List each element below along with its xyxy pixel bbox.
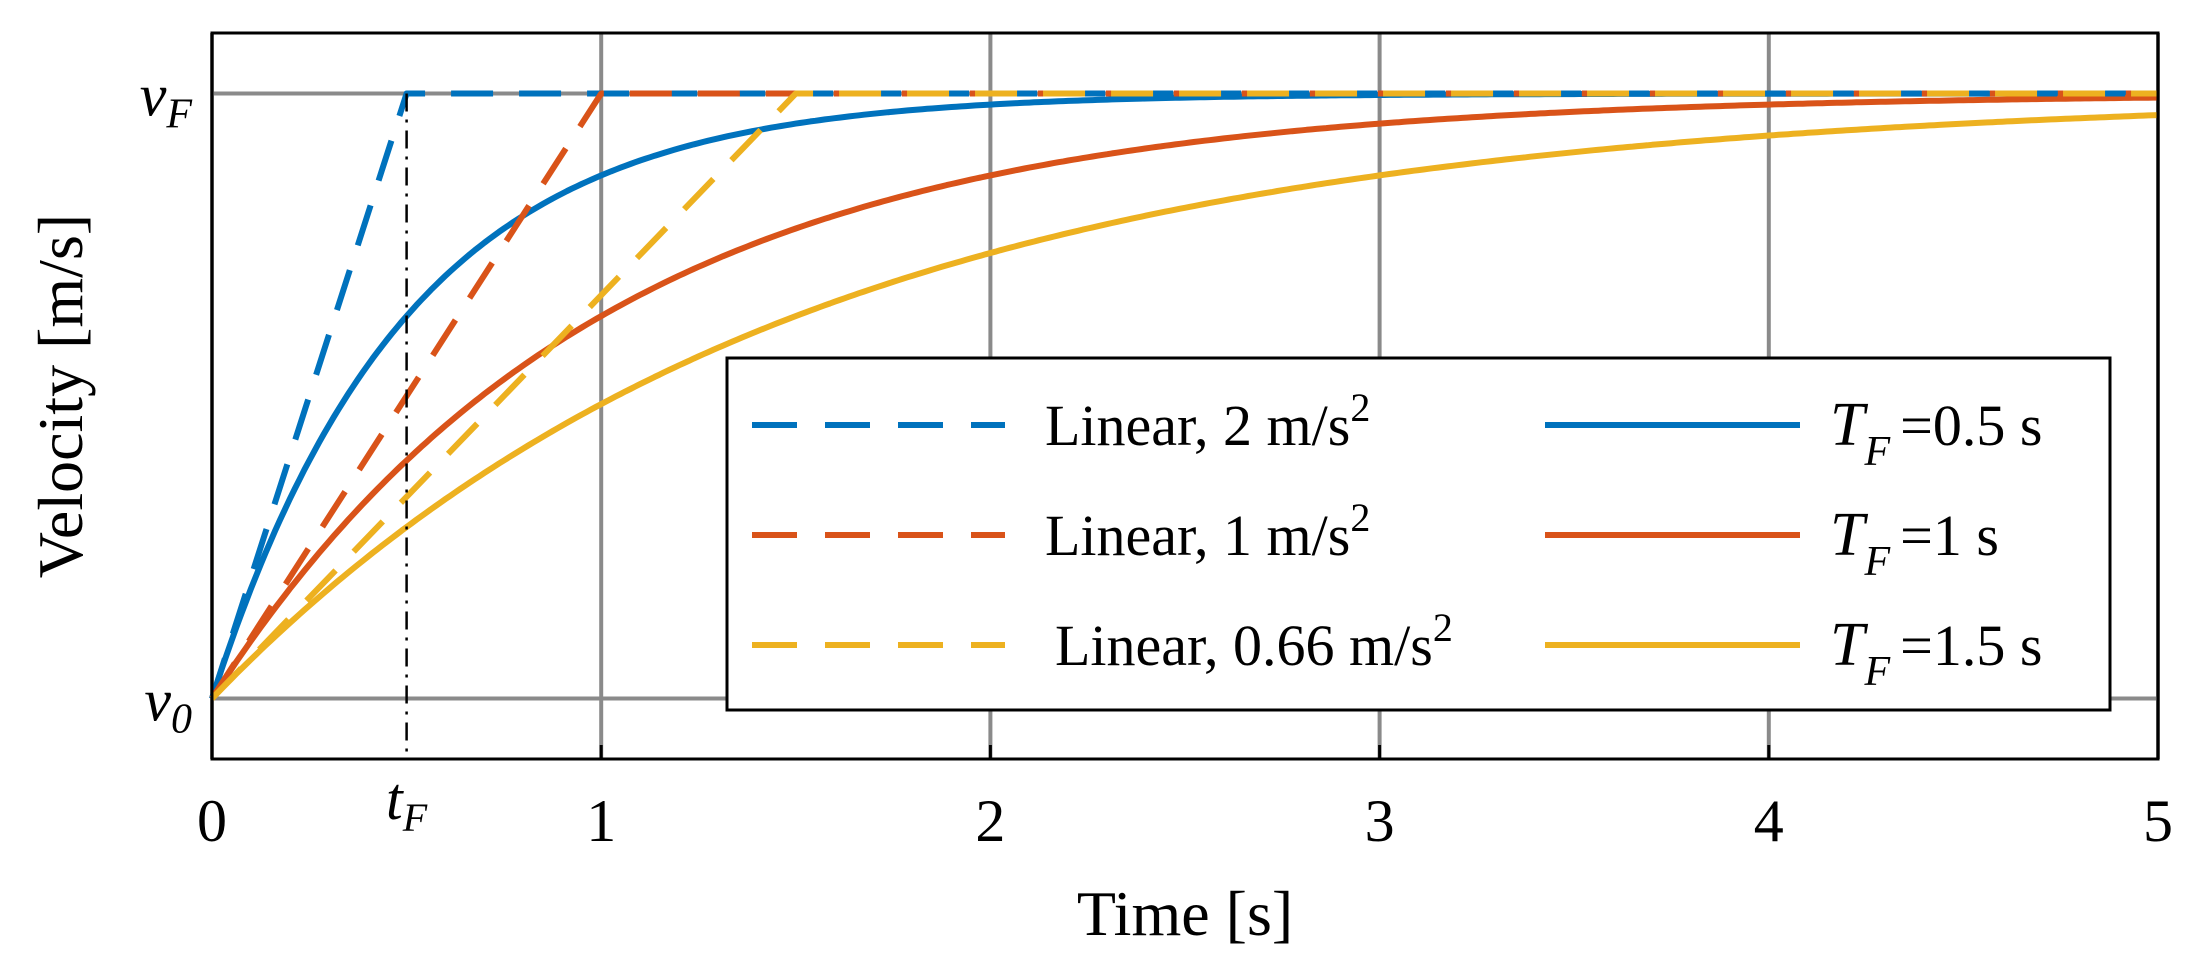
axis-ticks: 0 1 2 3 4 5 [197, 745, 2173, 854]
series-line-2 [209, 90, 2158, 701]
x-tick-label-2: 2 [975, 788, 1005, 854]
series-line-4 [209, 94, 2158, 701]
y-mark-v0: v0 [144, 668, 192, 743]
x-tick-label-5: 5 [2143, 788, 2173, 854]
legend: Linear, 2 m/s2 Linear, 1 m/s2 Linear, 0.… [725, 356, 2112, 712]
legend-label-tf-15: TF =1.5 s [1830, 611, 2042, 695]
legend-label-tf-1: TF =1 s [1830, 501, 1999, 585]
series-line-5 [209, 112, 2159, 701]
x-tick-label-0: 0 [197, 788, 227, 854]
y-axis-label: Velocity [m/s] [25, 214, 96, 578]
series-lines [209, 90, 2159, 701]
x-mark-tf: tF [386, 766, 428, 840]
y-mark-vf: vF [140, 63, 193, 138]
x-tick-label-1: 1 [586, 788, 616, 854]
x-tick-label-3: 3 [1365, 788, 1395, 854]
legend-label-linear-1: Linear, 1 m/s2 [1045, 495, 1370, 568]
x-tick-label-4: 4 [1754, 788, 1784, 854]
legend-box [725, 356, 2112, 712]
x-axis-label: Time [s] [1077, 878, 1293, 949]
legend-label-tf-05: TF =0.5 s [1830, 391, 2042, 475]
plot-frame [210, 31, 2160, 761]
legend-label-linear-066: Linear, 0.66 m/s2 [1055, 605, 1453, 678]
legend-label-linear-2: Linear, 2 m/s2 [1045, 385, 1370, 458]
series-line-1 [209, 90, 2158, 701]
